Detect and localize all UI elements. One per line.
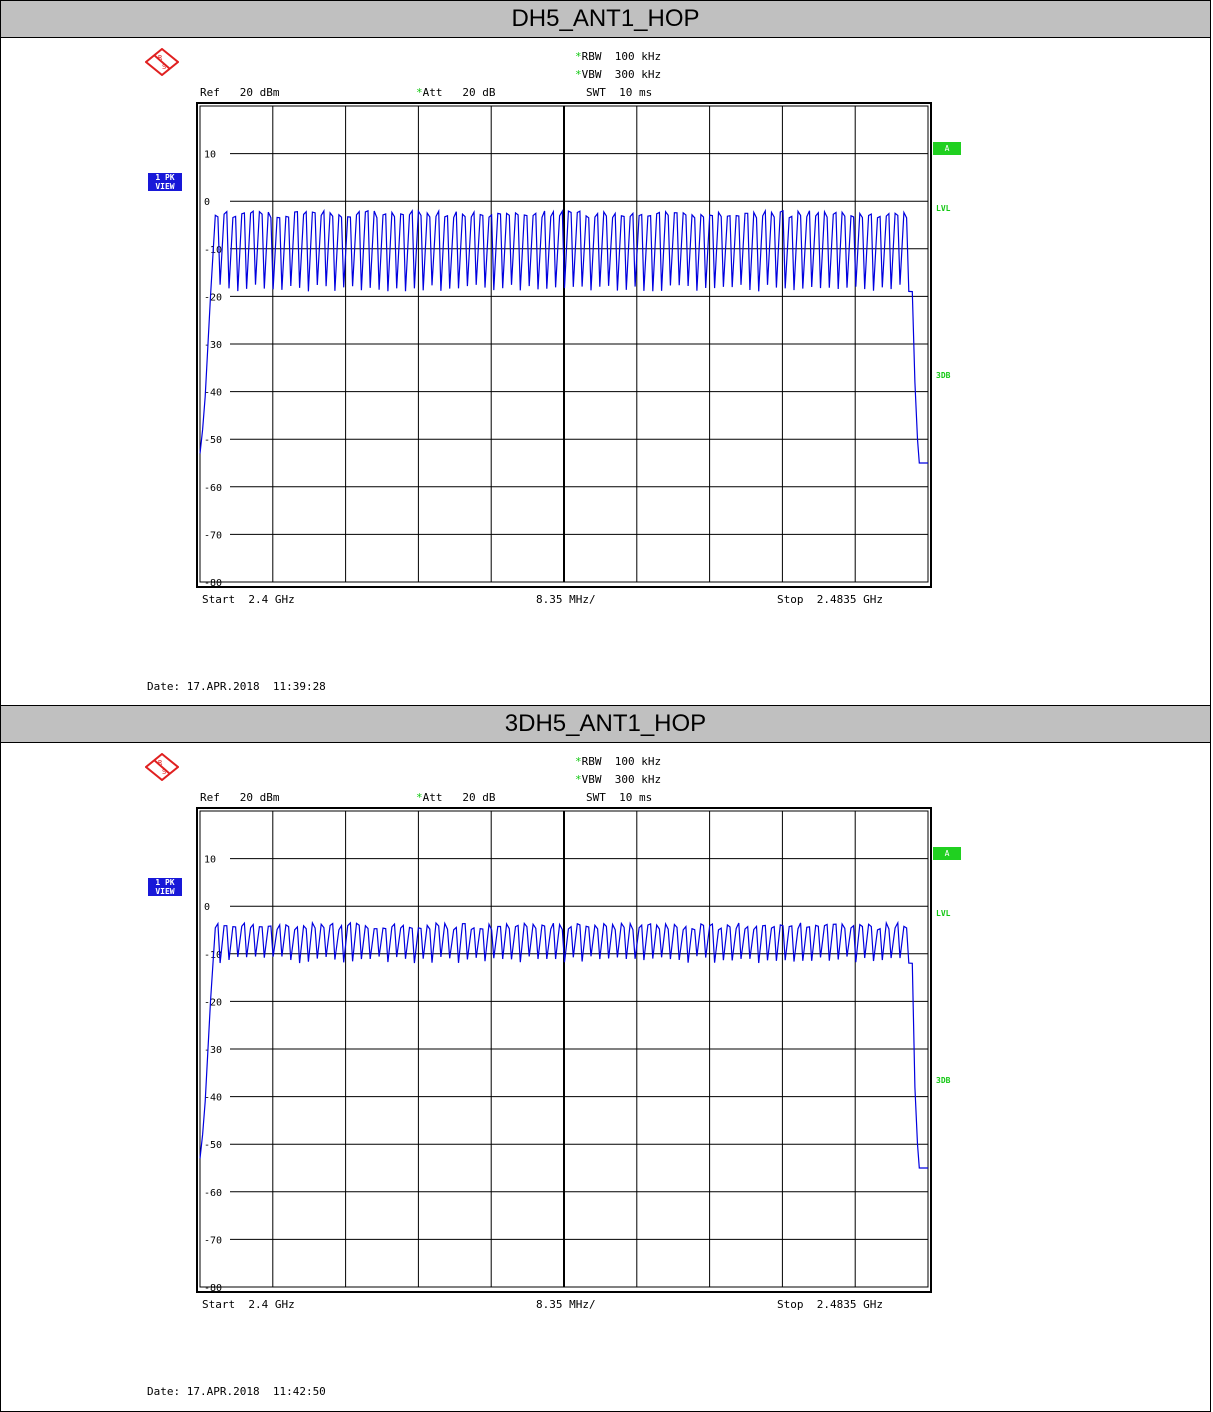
y-tick-label: -70	[204, 1235, 222, 1246]
rs-logo: R S	[145, 753, 179, 781]
y-tick-label: -50	[204, 435, 222, 446]
trace-mode-badge: 1 PK VIEW	[148, 173, 182, 191]
lvl-label: LVL	[936, 204, 951, 213]
spectrum-trace	[199, 208, 928, 464]
plot-frame	[196, 807, 932, 1293]
spectrum-plot: 100-10-20-30-40-50-60-70-80	[196, 807, 932, 1293]
y-tick-label: 10	[204, 150, 216, 161]
spectrum-plot: 100-10-20-30-40-50-60-70-80	[196, 102, 932, 588]
marker-a-badge: A	[933, 142, 961, 155]
db3-label: 3DB	[936, 1076, 951, 1085]
svg-text:R: R	[158, 54, 163, 62]
rs-logo: R S	[145, 48, 179, 76]
vbw-setting: *VBW 300 kHz	[575, 68, 662, 81]
attenuation-setting: *Att 20 dB	[416, 791, 496, 804]
svg-text:R: R	[158, 759, 163, 767]
y-tick-label: 10	[204, 855, 216, 866]
stop-frequency: Stop 2.4835 GHz	[777, 593, 883, 606]
y-tick-label: -60	[204, 1188, 222, 1199]
start-frequency: Start 2.4 GHz	[202, 1298, 295, 1311]
db3-label: 3DB	[936, 371, 951, 380]
ref-level: Ref 20 dBm	[200, 86, 280, 99]
stop-frequency: Stop 2.4835 GHz	[777, 1298, 883, 1311]
span-per-division: 8.35 MHz/	[536, 593, 596, 606]
y-tick-label: -40	[204, 388, 222, 399]
y-tick-label: -80	[204, 1283, 222, 1293]
svg-text:S: S	[162, 63, 166, 71]
y-tick-label: -50	[204, 1140, 222, 1151]
timestamp: Date: 17.APR.2018 11:39:28	[147, 680, 326, 693]
spectrum-section-1: DH5_ANT1_HOP R S *RBW 100 kHz *VBW 300 k…	[0, 0, 1211, 705]
spectrum-section-2: 3DH5_ANT1_HOP R S *RBW 100 kHz *VBW 300 …	[0, 705, 1211, 1412]
rbw-setting: *RBW 100 kHz	[575, 755, 662, 768]
timestamp: Date: 17.APR.2018 11:42:50	[147, 1385, 326, 1398]
y-tick-label: -30	[204, 340, 222, 351]
attenuation-setting: *Att 20 dB	[416, 86, 496, 99]
vbw-setting: *VBW 300 kHz	[575, 773, 662, 786]
y-tick-label: -60	[204, 483, 222, 494]
marker-a-badge: A	[933, 847, 961, 860]
section-title: 3DH5_ANT1_HOP	[1, 705, 1210, 743]
sweep-time: SWT 10 ms	[586, 791, 653, 804]
lvl-label: LVL	[936, 909, 951, 918]
y-tick-label: 0	[204, 197, 210, 208]
sweep-time: SWT 10 ms	[586, 86, 653, 99]
plot-frame	[196, 102, 932, 588]
spectrum-trace	[199, 920, 928, 1169]
y-tick-label: -20	[204, 292, 222, 303]
ref-level: Ref 20 dBm	[200, 791, 280, 804]
y-tick-label: -70	[204, 530, 222, 541]
section-title: DH5_ANT1_HOP	[1, 0, 1210, 38]
y-tick-label: -30	[204, 1045, 222, 1056]
trace-mode-badge: 1 PK VIEW	[148, 878, 182, 896]
y-tick-label: -20	[204, 997, 222, 1008]
rbw-setting: *RBW 100 kHz	[575, 50, 662, 63]
span-per-division: 8.35 MHz/	[536, 1298, 596, 1311]
y-tick-label: 0	[204, 902, 210, 913]
start-frequency: Start 2.4 GHz	[202, 593, 295, 606]
y-tick-label: -40	[204, 1093, 222, 1104]
y-tick-label: -80	[204, 578, 222, 588]
svg-text:S: S	[162, 768, 166, 776]
